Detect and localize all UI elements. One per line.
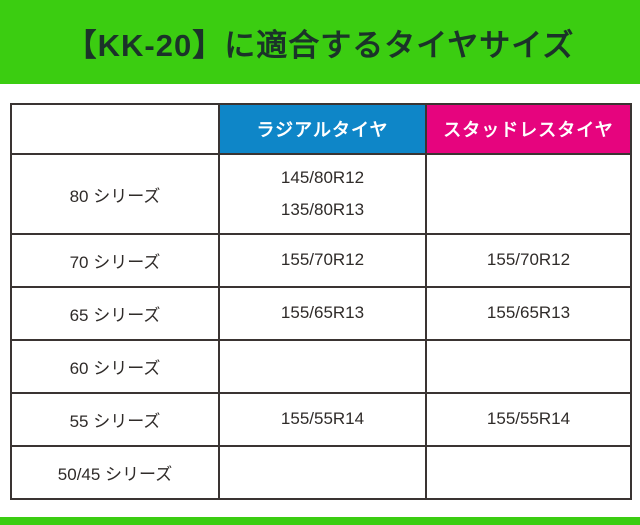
column-header-radial: ラジアルタイヤ [218, 103, 427, 155]
radial-size-cell [218, 445, 427, 500]
table-row: 50/45 シリーズ [10, 445, 632, 500]
studless-size-cell: 155/55R14 [425, 392, 632, 447]
studless-size-cell [425, 445, 632, 500]
tire-size-value: 155/65R13 [280, 303, 365, 323]
table-row: 80 シリーズ 145/80R12 135/80R13 [10, 153, 632, 235]
tire-table-body: 80 シリーズ 145/80R12 135/80R13 70 シリーズ 155/70R1… [10, 153, 632, 500]
tire-size-value: 135/80R13 [280, 200, 365, 219]
tire-size-value: 155/70R12 [280, 250, 365, 270]
series-label: 65 シリーズ [10, 286, 220, 341]
table-row: 60 シリーズ [10, 339, 632, 394]
series-label: 70 シリーズ [10, 233, 220, 288]
title-banner: 【KK-20】に適合するタイヤサイズ [0, 0, 640, 84]
studless-size-cell [425, 153, 632, 235]
column-header-studless: スタッドレスタイヤ [425, 103, 632, 155]
table-row: 70 シリーズ 155/70R12 155/70R12 [10, 233, 632, 288]
radial-size-cell: 155/65R13 [218, 286, 427, 341]
tire-size-value: 155/65R13 [486, 303, 571, 323]
tire-size-value: 155/70R12 [486, 250, 571, 270]
table-row: 55 シリーズ 155/55R14 155/55R14 [10, 392, 632, 447]
radial-size-cell: 145/80R12 135/80R13 [218, 153, 427, 235]
tire-size-value: 155/55R14 [280, 409, 365, 429]
radial-size-cell: 155/55R14 [218, 392, 427, 447]
studless-size-cell: 155/65R13 [425, 286, 632, 341]
tire-size-value: 145/80R12 [280, 167, 365, 187]
table-row: 65 シリーズ 155/65R13 155/65R13 [10, 286, 632, 341]
blank-header-cell [10, 103, 220, 155]
radial-size-cell [218, 339, 427, 394]
table-header-row: ラジアルタイヤ スタッドレスタイヤ [10, 103, 632, 155]
series-label: 50/45 シリーズ [10, 445, 220, 500]
footer-accent-bar [0, 517, 640, 525]
series-label: 60 シリーズ [10, 339, 220, 394]
series-label: 80 シリーズ [10, 153, 220, 235]
radial-size-cell: 155/70R12 [218, 233, 427, 288]
page-title: 【KK-20】に適合するタイヤサイズ [65, 27, 575, 63]
studless-size-cell [425, 339, 632, 394]
series-label: 55 シリーズ [10, 392, 220, 447]
tire-size-table: ラジアルタイヤ スタッドレスタイヤ 80 シリーズ 145/80R12 135/80… [10, 103, 632, 500]
studless-size-cell: 155/70R12 [425, 233, 632, 288]
tire-size-value: 155/55R14 [486, 409, 571, 429]
